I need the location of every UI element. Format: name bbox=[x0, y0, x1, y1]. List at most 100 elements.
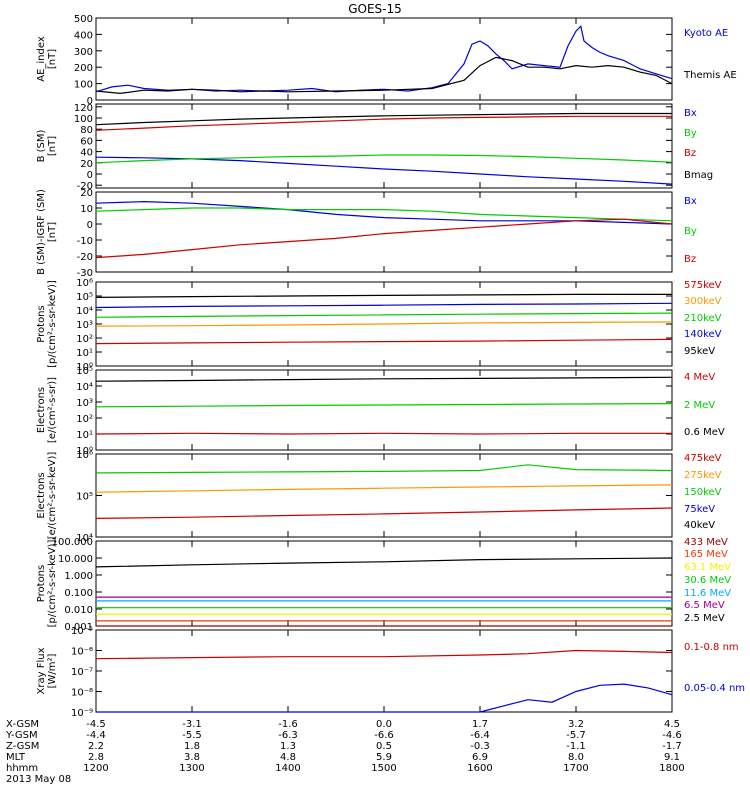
footer-date: 2013 May 08 bbox=[6, 774, 71, 785]
y-tick-label: 10⁶ bbox=[76, 450, 93, 461]
y-axis-label-line1: Electrons bbox=[36, 472, 47, 518]
y-tick-label: 300 bbox=[74, 47, 93, 58]
legend-entry: Bx bbox=[684, 108, 697, 119]
y-axis-label: Xray Flux [W/m²] bbox=[36, 647, 58, 694]
series-line-95kev bbox=[95, 293, 672, 298]
footer-value: -6.4 bbox=[470, 730, 490, 741]
y-axis-label-line1: Protons bbox=[36, 565, 47, 602]
y-axis-label-line1: B (SM) bbox=[36, 129, 47, 162]
y-axis-label-line2: [p/(cm²-s-sr-keV)] bbox=[47, 280, 58, 368]
series-line-475kev bbox=[95, 507, 673, 519]
series-line-575kev bbox=[95, 338, 673, 345]
footer-row-label: MLT bbox=[6, 752, 26, 763]
footer-value: 0.5 bbox=[376, 741, 392, 752]
y-tick-label: 0 bbox=[87, 170, 93, 181]
y-tick-label: 400 bbox=[74, 30, 93, 41]
y-tick-label: 10³ bbox=[76, 398, 93, 409]
legend-entry: Bx bbox=[684, 196, 697, 207]
legend-entry: Bmag bbox=[684, 170, 713, 181]
y-axis-label-line2: [nT] bbox=[47, 222, 58, 242]
y-axis-label-line2: [nT] bbox=[47, 136, 58, 156]
panel-1: 0 100 200 300 400 500 AE_index [nT] Kyoto AE Them… bbox=[36, 14, 737, 107]
y-tick-label: 60 bbox=[80, 136, 93, 147]
y-tick-label: 10¹ bbox=[76, 430, 93, 441]
y-axis-label: Electrons [e/(cm²-s-sr)] bbox=[36, 377, 58, 443]
panel-frame bbox=[95, 369, 673, 451]
series-line-4-mev bbox=[95, 432, 672, 435]
y-tick-label: 10 bbox=[80, 204, 93, 215]
footer-value: 1.8 bbox=[184, 741, 200, 752]
footer-value: -1.7 bbox=[662, 741, 682, 752]
y-tick-label: 200 bbox=[74, 63, 93, 74]
footer-value: 1200 bbox=[83, 763, 108, 774]
y-axis-label: Protons [p/(cm²-s-sr-keV)] bbox=[36, 280, 58, 368]
y-axis-label: Protons [p/(cm²-s-sr-keV)] bbox=[36, 540, 58, 628]
footer-value: 1600 bbox=[467, 763, 492, 774]
panel-6: 10⁴ 10⁵ 10⁶ Electrons [e/(cm²-s-sr-keV)] 475k… bbox=[36, 450, 722, 544]
y-axis-label: AE_index [nT] bbox=[36, 36, 58, 82]
panel-3: -30 -20 -10 0 10 20 B (SM)-IGRF (SM) [nT] Bx By Bz bbox=[36, 188, 697, 279]
y-tick-label: 0 bbox=[87, 96, 93, 107]
series-line-bx bbox=[95, 156, 673, 185]
y-axis-label-line1: Protons bbox=[36, 305, 47, 342]
series-line-bmag bbox=[95, 112, 672, 126]
footer-value: 2.8 bbox=[88, 752, 104, 763]
y-tick-label: 10⁴ bbox=[76, 533, 93, 544]
y-axis-label-line2: [W/m²] bbox=[47, 653, 58, 688]
footer-value: 0.0 bbox=[376, 719, 392, 730]
legend-entry: Themis AE bbox=[683, 70, 737, 81]
footer-value: -3.1 bbox=[182, 719, 202, 730]
series-line-bz bbox=[95, 218, 673, 259]
footer-value: 1500 bbox=[371, 763, 396, 774]
legend-entry: 165 MeV bbox=[684, 549, 728, 560]
footer-value: 3.8 bbox=[184, 752, 200, 763]
series-line-0-1-0-8-nm bbox=[95, 649, 673, 660]
y-tick-label: 1.000 bbox=[64, 571, 93, 582]
y-tick-label: 10⁵ bbox=[76, 366, 93, 377]
y-tick-label: 10⁴ bbox=[76, 382, 93, 393]
legend-entry: Bz bbox=[684, 254, 696, 265]
legend-entry: 63.1 MeV bbox=[684, 562, 731, 573]
y-axis-label-line1: AE_index bbox=[36, 36, 47, 82]
footer-value: 1.3 bbox=[280, 741, 296, 752]
legend-entry: 0.05-0.4 nm bbox=[684, 683, 745, 694]
y-axis-label: B (SM) [nT] bbox=[36, 129, 58, 162]
y-tick-label: 0.001 bbox=[64, 622, 93, 633]
legend-entry: 75keV bbox=[684, 504, 715, 515]
legend-entry: 40keV bbox=[684, 520, 715, 531]
y-tick-label: 20 bbox=[80, 188, 93, 199]
panel-4: 10⁰ 10¹ 10² 10³ 10⁴ 10⁵ 10⁶ Protons [p/(cm²-s-sr… bbox=[36, 278, 722, 373]
legend-entry: Kyoto AE bbox=[684, 28, 728, 39]
footer-value: -5.5 bbox=[182, 730, 202, 741]
y-tick-label: 0.010 bbox=[64, 605, 93, 616]
y-tick-label: 10⁴ bbox=[76, 306, 93, 317]
footer-value: 1300 bbox=[179, 763, 204, 774]
series-line-themis-ae bbox=[95, 56, 673, 95]
y-tick-label: -10 bbox=[77, 236, 93, 247]
legend-entry: 475keV bbox=[684, 453, 722, 464]
footer-value: 8.0 bbox=[568, 752, 584, 763]
footer-value: 1.7 bbox=[472, 719, 488, 730]
y-tick-label: 40 bbox=[80, 148, 93, 159]
y-tick-label: 100.000 bbox=[52, 537, 93, 548]
y-tick-label: 10.000 bbox=[58, 554, 93, 565]
footer-value: 5.9 bbox=[376, 752, 392, 763]
legend-entry: 433 MeV bbox=[684, 537, 728, 548]
footer-value: -4.4 bbox=[86, 730, 106, 741]
y-axis-label-line2: [e/(cm²-s-sr-keV)] bbox=[47, 452, 58, 540]
y-tick-label: 0 bbox=[87, 220, 93, 231]
panel-frame bbox=[95, 540, 673, 627]
y-axis-label-line2: [p/(cm²-s-sr-keV)] bbox=[47, 540, 58, 628]
y-tick-label: 20 bbox=[80, 159, 93, 170]
series-line-150kev bbox=[95, 464, 673, 474]
y-axis-label: Electrons [e/(cm²-s-sr-keV)] bbox=[36, 452, 58, 540]
series-line-by bbox=[95, 154, 673, 164]
y-tick-label: 0.100 bbox=[64, 588, 93, 599]
panel-7: 0.0010.0100.1001.00010.000100.000Protons… bbox=[36, 537, 731, 633]
series-line-210kev bbox=[95, 312, 673, 318]
y-axis-label-line1: Electrons bbox=[36, 387, 47, 433]
legend-entry: 95keV bbox=[684, 346, 715, 357]
legend-entry: 575keV bbox=[684, 280, 722, 291]
